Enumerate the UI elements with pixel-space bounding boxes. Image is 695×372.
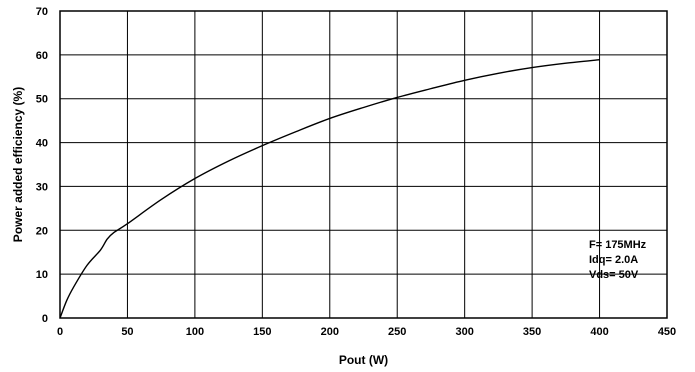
x-tick-label: 300: [455, 326, 473, 338]
annotation-line: Idq= 2.0A: [589, 254, 638, 266]
x-axis-title: Pout (W): [339, 353, 388, 367]
x-tick-label: 350: [523, 326, 541, 338]
annotation-line: F= 175MHz: [589, 239, 647, 251]
y-tick-label: 10: [36, 269, 48, 281]
x-tick-label: 250: [388, 326, 406, 338]
x-tick-label: 50: [121, 326, 133, 338]
plot-area-frame: [59, 10, 668, 319]
y-tick-label: 40: [36, 138, 48, 150]
annotation-line: Vds= 50V: [589, 269, 639, 281]
y-tick-label: 20: [36, 225, 48, 237]
series-line-efficiency: [59, 58, 600, 319]
y-tick-label: 50: [36, 94, 48, 106]
x-tick-label: 400: [590, 326, 608, 338]
y-axis-ticks: 0 10 20 30 40 50 60 70: [36, 6, 48, 325]
y-tick-label: 0: [42, 313, 48, 325]
conditions-annotation: F= 175MHz Idq= 2.0A Vds= 50V: [589, 239, 647, 281]
y-tick-label: 70: [36, 6, 48, 18]
x-tick-label: 100: [186, 326, 204, 338]
grid-lines: [59, 10, 668, 319]
y-axis-title: Power added efficiency (%): [11, 87, 25, 242]
x-tick-label: 450: [658, 326, 676, 338]
y-tick-label: 60: [36, 50, 48, 62]
x-tick-label: 150: [253, 326, 271, 338]
x-tick-label: 0: [57, 326, 63, 338]
x-axis-ticks: 0 50 100 150 200 250 300 350 400 450: [57, 326, 676, 338]
x-tick-label: 200: [321, 326, 339, 338]
y-tick-label: 30: [36, 181, 48, 193]
